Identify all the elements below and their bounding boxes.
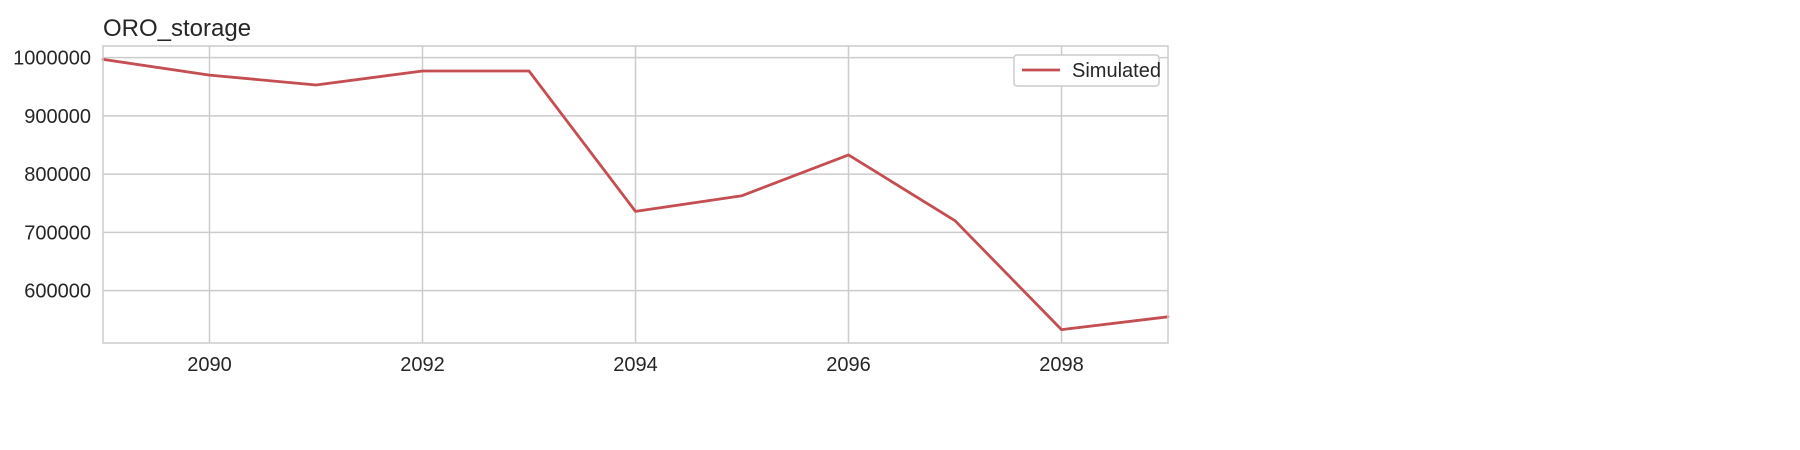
legend-box — [1013, 54, 1160, 87]
legend-label-simulated: Simulated — [1072, 60, 1161, 82]
plot-frame — [102, 45, 1169, 344]
x-tick-label: 2098 — [1039, 354, 1084, 376]
grid — [103, 46, 1168, 343]
x-tick-label: 2094 — [613, 354, 658, 376]
y-tick-label: 1000000 — [13, 48, 91, 70]
series-line-simulated — [101, 58, 1170, 332]
y-tick-label: 600000 — [24, 281, 91, 303]
y-tick-label: 800000 — [24, 164, 91, 186]
y-tick-label: 700000 — [24, 222, 91, 244]
series-layer — [101, 58, 1170, 332]
y-tick-label: 900000 — [24, 106, 91, 128]
chart-title: ORO_storage — [103, 15, 251, 42]
x-tick-label: 2096 — [826, 354, 871, 376]
legend: Simulated — [1013, 54, 1161, 87]
x-tick-label: 2092 — [400, 354, 445, 376]
x-tick-label: 2090 — [187, 354, 232, 376]
tick-labels: 2090 2092 2094 2096 2098 600000 700000 800000 90… — [13, 48, 1084, 376]
